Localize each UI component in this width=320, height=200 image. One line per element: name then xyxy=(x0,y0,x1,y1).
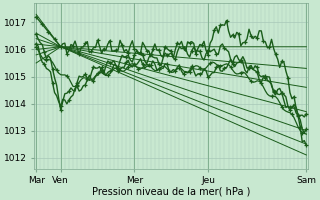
X-axis label: Pression niveau de la mer( hPa ): Pression niveau de la mer( hPa ) xyxy=(92,187,251,197)
